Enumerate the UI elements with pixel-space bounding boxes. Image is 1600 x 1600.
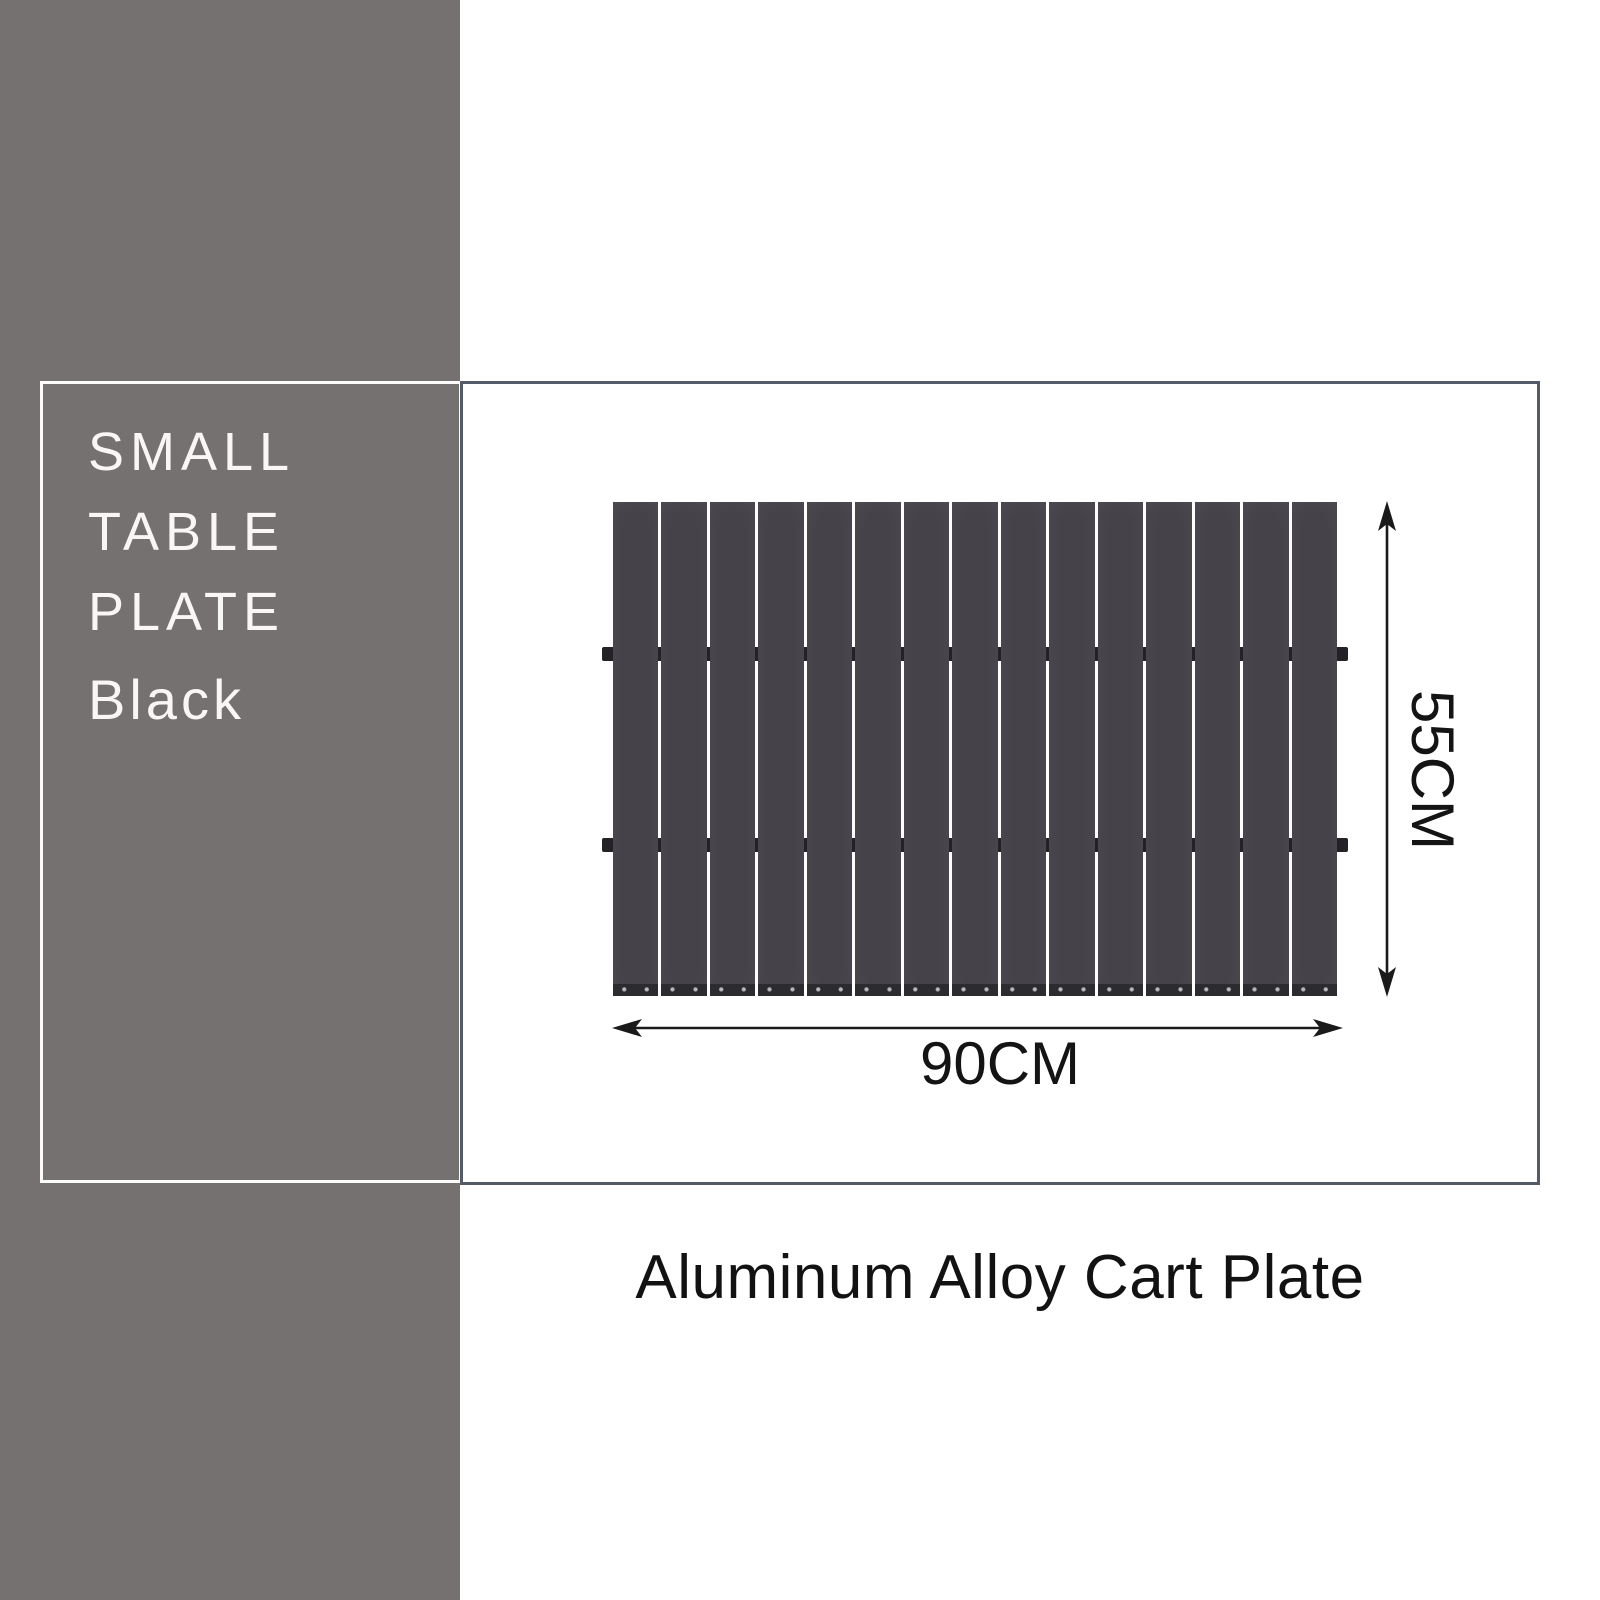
plate-slat bbox=[1146, 502, 1193, 996]
plate-slat bbox=[952, 502, 999, 996]
sidebar-title-block: SMALL TABLE PLATE Black bbox=[88, 412, 295, 740]
plate-slat bbox=[1000, 502, 1047, 996]
plate-slat bbox=[1097, 502, 1144, 996]
plate-slat bbox=[1291, 502, 1338, 996]
width-dimension-label: 90CM bbox=[919, 1030, 1081, 1097]
plate-slat bbox=[903, 502, 950, 996]
plate-slat bbox=[855, 502, 902, 996]
plate-slat bbox=[1049, 502, 1096, 996]
plate-slat bbox=[613, 502, 659, 996]
plate-slat bbox=[1243, 502, 1290, 996]
product-caption: Aluminum Alloy Cart Plate bbox=[635, 1243, 1365, 1312]
plate-slat bbox=[758, 502, 805, 996]
plate-slat bbox=[709, 502, 756, 996]
sidebar-title-line-2: TABLE bbox=[88, 502, 286, 562]
sidebar-title-line-1: SMALL bbox=[88, 422, 296, 482]
height-dimension-label: 55CM bbox=[1399, 689, 1466, 851]
plate-slat bbox=[806, 502, 853, 996]
plate-slats bbox=[613, 502, 1338, 996]
sidebar-title-line-3: PLATE bbox=[88, 582, 286, 642]
plate-slat bbox=[661, 502, 708, 996]
plate-slat bbox=[1194, 502, 1241, 996]
left-gray-panel bbox=[0, 0, 460, 1600]
cart-plate-illustration bbox=[602, 502, 1348, 996]
sidebar-variant-label: Black bbox=[88, 668, 245, 731]
